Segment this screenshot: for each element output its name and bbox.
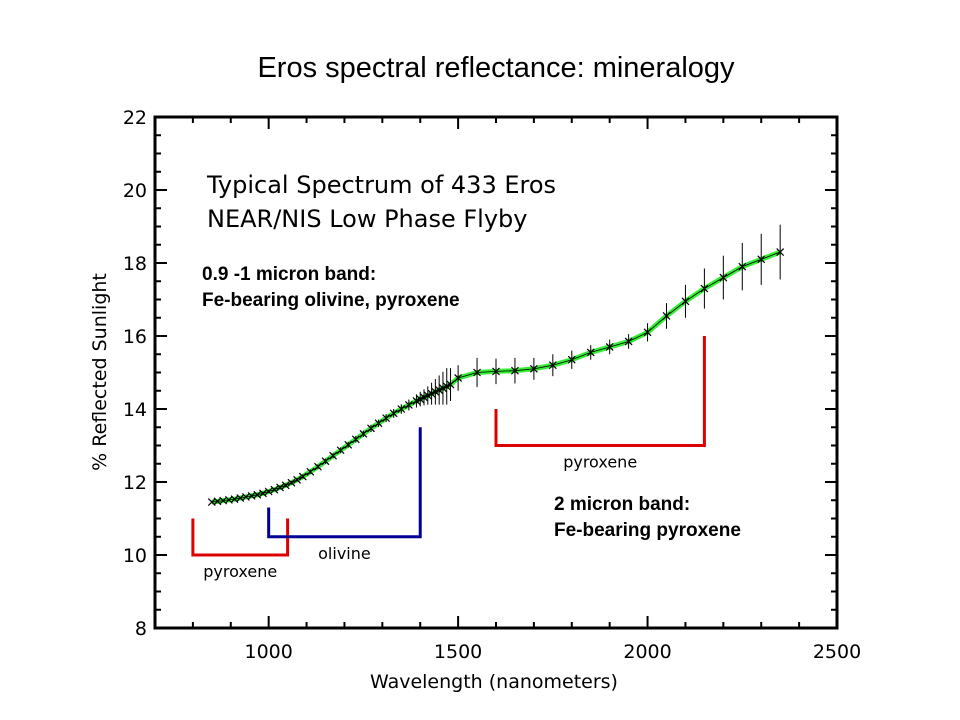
data-point <box>374 419 383 428</box>
data-point <box>253 490 262 499</box>
data-point <box>757 255 766 264</box>
y-tick-label: 10 <box>123 545 147 567</box>
olivine-bracket-label: olivine <box>318 544 371 563</box>
data-point <box>492 367 500 376</box>
pyroxene-bracket-label: pyroxene <box>563 453 637 472</box>
data-point <box>321 457 330 466</box>
data-point <box>442 382 451 391</box>
data-point <box>329 451 338 460</box>
tick-labels: 8 10 12 14 16 18 20 22 1000 1500 2000 2500 <box>123 107 861 663</box>
x-tick-label: 1000 <box>244 641 292 663</box>
data-point <box>439 384 447 393</box>
data-point <box>416 395 425 404</box>
spectrum-series <box>207 224 785 506</box>
data-point <box>336 446 345 455</box>
data-point <box>351 435 360 444</box>
y-tick-label: 16 <box>123 326 147 348</box>
data-point <box>270 485 279 494</box>
data-point <box>344 440 353 449</box>
x-tick-label: 1500 <box>434 641 482 663</box>
data-point <box>431 387 440 396</box>
y-tick-label: 14 <box>123 399 147 421</box>
data-point <box>446 380 455 389</box>
data-point <box>511 366 519 375</box>
olivine-bracket <box>267 427 422 539</box>
slide-title: Eros spectral reflectance: mineralogy <box>257 52 735 84</box>
data-point <box>435 386 444 394</box>
data-point <box>389 409 398 418</box>
data-point <box>719 273 728 282</box>
y-tick-label: 20 <box>123 180 147 202</box>
band2-note-line1: 2 micron band: <box>554 494 691 515</box>
y-tick-label: 22 <box>123 107 147 129</box>
data-point <box>264 487 273 496</box>
data-point <box>738 262 747 271</box>
y-tick-label: 12 <box>123 472 147 494</box>
data-point <box>276 483 284 492</box>
data-point <box>404 401 413 409</box>
x-tick-label: 2500 <box>813 641 861 663</box>
y-tick-label: 8 <box>135 618 147 640</box>
band1-note: 0.9 -1 micron band: Fe-bearing olivine, … <box>202 262 460 314</box>
data-point <box>412 397 421 405</box>
data-point <box>473 368 481 377</box>
data-point <box>548 361 557 370</box>
data-point <box>359 429 368 438</box>
data-point <box>259 489 267 498</box>
data-point <box>454 374 463 382</box>
y-axis-title: % Reflected Sunlight <box>89 273 111 471</box>
data-point <box>287 478 296 487</box>
data-point <box>624 337 633 346</box>
data-point <box>367 424 375 433</box>
x-axis-title: Wavelength (nanometers) <box>370 671 618 693</box>
data-point <box>293 475 302 484</box>
plot-text-layer: Typical Spectrum of 433 Eros NEAR/NIS Low… <box>206 171 556 233</box>
data-point <box>298 472 307 481</box>
band2-note-line2: Fe-bearing pyroxene <box>554 520 741 541</box>
data-point <box>281 481 290 490</box>
data-point <box>662 312 671 320</box>
band1-note-line2: Fe-bearing olivine, pyroxene <box>202 290 460 311</box>
data-point <box>423 391 432 400</box>
mineral-brackets: pyroxene olivine pyroxene <box>191 336 706 581</box>
data-point <box>427 389 436 398</box>
data-point <box>643 328 652 337</box>
plot-text-line: Typical Spectrum of 433 Eros <box>206 171 556 199</box>
data-point <box>313 462 322 471</box>
data-point <box>306 467 315 476</box>
band2-note: 2 micron band: Fe-bearing pyroxene <box>554 492 741 544</box>
data-point <box>420 393 428 402</box>
y-tick-label: 18 <box>123 253 147 275</box>
data-point <box>529 364 538 373</box>
data-point <box>700 284 709 293</box>
pyroxene-bracket <box>494 336 706 447</box>
data-point <box>605 343 614 351</box>
band1-note-line1: 0.9 -1 micron band: <box>202 264 377 285</box>
pyroxene-bracket-label: pyroxene <box>203 562 277 581</box>
x-tick-label: 2000 <box>623 641 671 663</box>
data-point <box>586 348 595 357</box>
data-point <box>397 405 406 413</box>
plot-text-line: NEAR/NIS Low Phase Flyby <box>207 205 527 233</box>
axis-ticks <box>155 116 838 629</box>
data-point <box>681 297 690 306</box>
data-point <box>382 414 391 423</box>
data-point <box>776 248 785 256</box>
data-point <box>567 355 576 364</box>
